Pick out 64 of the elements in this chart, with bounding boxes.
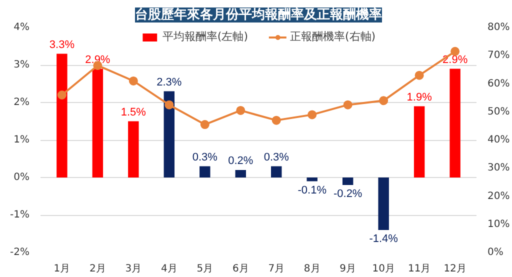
- data-label: -1.4%: [369, 233, 398, 245]
- x-tick-label: 5月: [196, 264, 214, 274]
- bar: [235, 170, 246, 178]
- bar: [128, 121, 139, 178]
- data-label: 0.2%: [228, 155, 254, 167]
- x-tick-label: 4月: [160, 264, 178, 274]
- y2-tick-label: 20%: [488, 190, 510, 202]
- x-tick-label: 2月: [90, 264, 106, 274]
- y2-tick-label: 70%: [488, 50, 510, 62]
- y-tick-label: 3%: [14, 60, 30, 70]
- legend-label: 正報酬機率(右軸): [290, 29, 376, 44]
- data-label: -0.2%: [333, 188, 362, 200]
- y-tick-label: 4%: [14, 22, 30, 33]
- x-tick-label: 9月: [340, 264, 356, 274]
- point: [414, 70, 424, 80]
- data-label: -0.1%: [298, 184, 327, 196]
- x-tick-label: 6月: [232, 264, 249, 274]
- y-tick-label: 2%: [14, 97, 30, 108]
- point: [379, 96, 388, 106]
- x-tick-label: 7月: [268, 264, 285, 274]
- point: [272, 116, 281, 125]
- y2-tick-label: 30%: [488, 162, 510, 174]
- point: [57, 90, 66, 100]
- bar: [164, 91, 175, 178]
- y-tick-label: -2%: [10, 247, 30, 258]
- data-label: 3.3%: [49, 38, 75, 51]
- x-tick-label: 8月: [304, 264, 320, 274]
- x-tick-label: 1月: [54, 264, 70, 274]
- y-tick-label: 1%: [14, 134, 30, 146]
- bar: [378, 178, 389, 230]
- bar: [200, 166, 210, 178]
- x-tick-label: 11月: [408, 264, 431, 274]
- data-label: 2.9%: [442, 54, 468, 66]
- x-tick-label: 3月: [125, 264, 142, 274]
- point: [236, 106, 246, 115]
- point: [128, 76, 138, 86]
- x-tick-label: 12月: [444, 264, 466, 274]
- y-tick-label: 0%: [14, 172, 30, 183]
- y2-tick-label: 60%: [488, 78, 510, 90]
- point: [164, 100, 174, 110]
- data-label: 0.3%: [192, 151, 218, 164]
- bar: [92, 68, 104, 178]
- data-label: 1.9%: [406, 91, 432, 104]
- point: [308, 110, 317, 120]
- y2-tick-label: 0%: [488, 247, 504, 258]
- y2-tick-label: 10%: [488, 218, 510, 230]
- chart-title: 台股歷年來各月份平均報酬率及正報酬機率: [135, 6, 382, 22]
- point: [200, 120, 210, 130]
- bar: [56, 54, 68, 178]
- y2-tick-label: 40%: [488, 134, 510, 146]
- data-label: 2.3%: [156, 76, 182, 88]
- y2-tick-label: 80%: [488, 22, 510, 33]
- bar: [306, 178, 318, 182]
- point: [343, 100, 352, 110]
- y-tick-label: -1%: [10, 210, 30, 220]
- data-label: 1.5%: [120, 106, 146, 118]
- bar: [271, 166, 282, 178]
- y2-tick-label: 50%: [488, 106, 510, 118]
- bar: [450, 68, 460, 178]
- x-tick-label: 10月: [372, 264, 395, 274]
- bar: [342, 178, 354, 185]
- legend-label: 平均報酬率(左軸): [162, 29, 248, 44]
- bar: [414, 106, 425, 178]
- data-label: 0.3%: [264, 151, 290, 164]
